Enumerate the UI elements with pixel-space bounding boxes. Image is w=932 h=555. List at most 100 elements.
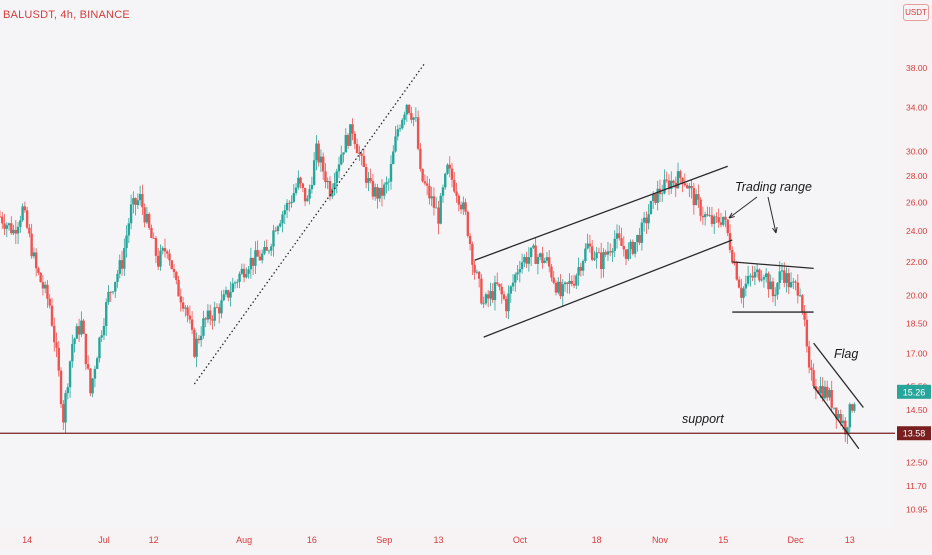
- candle-body: [403, 114, 406, 120]
- candle-body: [294, 187, 298, 194]
- candle-body: [496, 282, 499, 284]
- candle-body: [204, 318, 207, 320]
- candle-body: [159, 250, 162, 267]
- x-tick-label: Jul: [98, 535, 110, 545]
- candle-body: [642, 217, 646, 223]
- candle-body: [236, 281, 239, 283]
- candle-body: [77, 326, 81, 335]
- candle-body: [823, 386, 827, 399]
- symbol-title[interactable]: BALUSDT, 4h, BINANCE: [3, 9, 130, 21]
- candle-body: [12, 229, 15, 234]
- candle-body: [432, 196, 436, 208]
- candle-body: [274, 230, 277, 232]
- candle-body: [590, 246, 594, 260]
- candle-body: [737, 279, 741, 288]
- candle-body: [419, 148, 422, 170]
- candle-body: [751, 275, 754, 278]
- x-tick-label: 13: [433, 535, 443, 545]
- candle-body: [701, 215, 705, 218]
- y-tick-label: 24.00: [906, 226, 928, 236]
- candle-body: [722, 216, 725, 225]
- candle-body: [157, 255, 160, 267]
- annotation-support: support: [682, 412, 724, 426]
- candle-body: [636, 234, 639, 243]
- candle-body: [64, 393, 67, 423]
- candle-body: [588, 243, 592, 247]
- candle-body: [181, 302, 185, 309]
- candle-body: [353, 133, 357, 145]
- candle-body: [599, 252, 603, 270]
- candle-body: [215, 307, 219, 309]
- candle-body: [602, 252, 605, 270]
- candle-body: [229, 292, 232, 298]
- y-tick-label: 11.70: [906, 481, 927, 491]
- candle-body: [220, 300, 223, 314]
- candle-body: [444, 173, 447, 188]
- candle-body: [188, 315, 192, 320]
- candle-body: [107, 291, 110, 303]
- candle-body: [514, 274, 517, 283]
- candle-body: [778, 271, 781, 283]
- candle-body: [272, 230, 275, 247]
- candle-body: [430, 196, 433, 199]
- candle-body: [581, 261, 585, 271]
- candle-body: [771, 281, 775, 297]
- candle-body: [760, 279, 763, 281]
- candle-body: [484, 294, 488, 304]
- candle-body: [554, 282, 558, 293]
- candle-body: [563, 282, 567, 285]
- candle-body: [708, 215, 711, 217]
- candle-body: [703, 214, 707, 218]
- candle-body: [383, 184, 386, 196]
- candle-body: [477, 271, 481, 279]
- currency-badge[interactable]: USDT: [903, 4, 929, 21]
- candle-body: [647, 214, 650, 224]
- price-scale: [895, 0, 932, 550]
- candle-body: [740, 287, 743, 298]
- candle-body: [597, 252, 601, 254]
- candle-body: [568, 280, 571, 284]
- candle-body: [134, 198, 137, 205]
- candle-body: [656, 188, 659, 203]
- candle-body: [98, 337, 101, 359]
- candle-body: [46, 284, 49, 299]
- candle-body: [371, 180, 375, 197]
- candle-body: [694, 194, 698, 206]
- y-tick-label: 22.00: [906, 257, 928, 267]
- candle-body: [251, 257, 255, 266]
- candle-body: [575, 275, 578, 286]
- candle-body: [699, 199, 702, 216]
- candle-body: [807, 346, 811, 368]
- candle-body: [482, 303, 485, 305]
- candle-body: [649, 200, 653, 215]
- candle-body: [534, 245, 537, 264]
- candle-body: [129, 204, 133, 224]
- candle-body: [86, 364, 90, 369]
- candle-body: [392, 151, 395, 164]
- candle-body: [71, 343, 74, 362]
- candle-body: [249, 257, 253, 270]
- support-price-label: 13.58: [903, 429, 926, 439]
- candle-body: [0, 216, 2, 218]
- candle-body: [710, 215, 714, 224]
- candle-body: [412, 117, 415, 120]
- candle-body: [681, 177, 684, 184]
- candle-body: [450, 168, 454, 180]
- candle-body: [37, 268, 40, 273]
- candle-body: [645, 217, 648, 224]
- candle-body: [663, 179, 666, 194]
- candle-body: [780, 270, 784, 272]
- candle-body: [733, 262, 736, 264]
- candle-body: [758, 269, 761, 281]
- candle-body: [577, 267, 580, 276]
- candle-body: [719, 222, 723, 225]
- candle-body: [283, 210, 286, 215]
- candle-body: [835, 407, 838, 419]
- candle-body: [301, 183, 305, 188]
- trading-range-arrow-left-head-b: [728, 216, 735, 219]
- candle-body: [82, 320, 85, 334]
- candle-body: [227, 290, 230, 298]
- candle-body: [803, 312, 806, 320]
